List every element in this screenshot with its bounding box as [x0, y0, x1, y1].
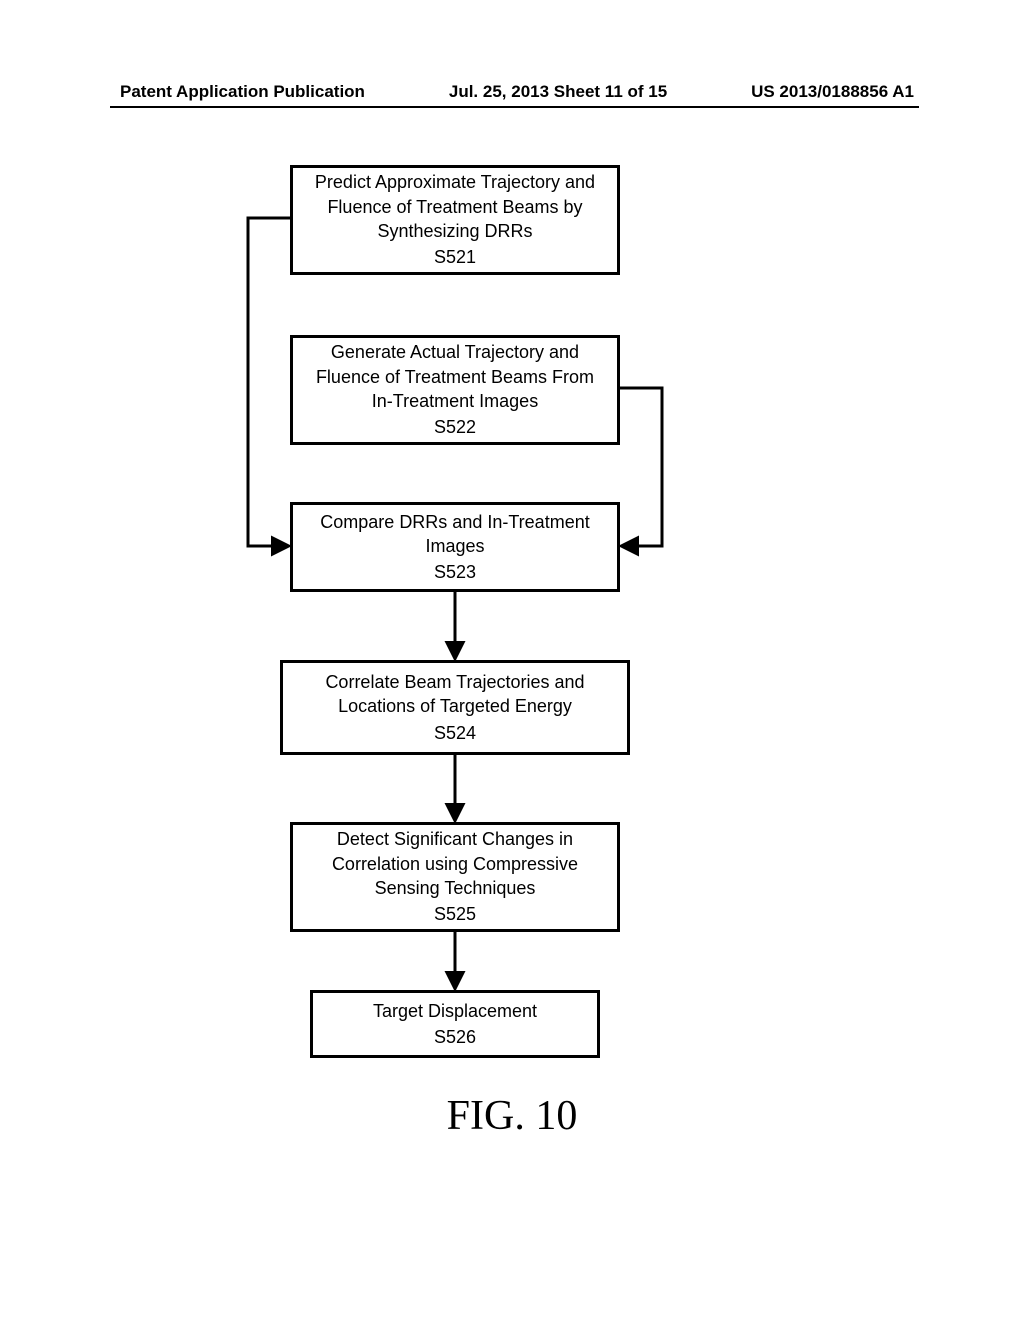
flow-box-text: Correlate Beam Trajectories and Location…: [297, 670, 613, 719]
flow-box-step-id: S523: [434, 560, 476, 584]
flow-box-text: Compare DRRs and In-Treatment Images: [307, 510, 603, 559]
flow-box-s523: Compare DRRs and In-Treatment ImagesS523: [290, 502, 620, 592]
flow-box-s525: Detect Significant Changes in Correlatio…: [290, 822, 620, 932]
figure-label: FIG. 10: [0, 1092, 1024, 1140]
flow-box-step-id: S525: [434, 902, 476, 926]
flow-box-step-id: S522: [434, 415, 476, 439]
flow-box-s526: Target DisplacementS526: [310, 990, 600, 1058]
flow-box-s524: Correlate Beam Trajectories and Location…: [280, 660, 630, 755]
flow-box-text: Generate Actual Trajectory and Fluence o…: [307, 340, 603, 413]
flow-box-step-id: S524: [434, 721, 476, 745]
patent-header: Patent Application Publication Jul. 25, …: [0, 82, 1024, 102]
header-right: US 2013/0188856 A1: [751, 82, 914, 102]
header-left: Patent Application Publication: [120, 82, 365, 102]
flow-box-text: Detect Significant Changes in Correlatio…: [307, 827, 603, 900]
header-rule: [110, 106, 919, 108]
flow-box-s521: Predict Approximate Trajectory and Fluen…: [290, 165, 620, 275]
flow-box-s522: Generate Actual Trajectory and Fluence o…: [290, 335, 620, 445]
flow-box-step-id: S526: [434, 1025, 476, 1049]
flow-box-step-id: S521: [434, 245, 476, 269]
flow-box-text: Target Displacement: [373, 999, 537, 1023]
flow-box-text: Predict Approximate Trajectory and Fluen…: [307, 170, 603, 243]
header-center: Jul. 25, 2013 Sheet 11 of 15: [449, 82, 667, 102]
